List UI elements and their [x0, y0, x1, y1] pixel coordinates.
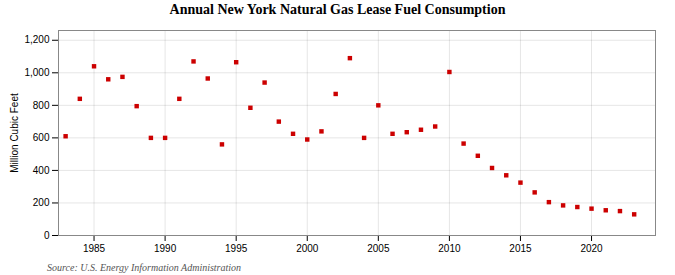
svg-text:2015: 2015 — [509, 243, 532, 254]
svg-text:1,200: 1,200 — [24, 34, 49, 45]
svg-text:2005: 2005 — [367, 243, 390, 254]
svg-text:800: 800 — [33, 100, 50, 111]
svg-text:2000: 2000 — [296, 243, 319, 254]
svg-text:Million Cubic Feet: Million Cubic Feet — [9, 93, 20, 173]
svg-text:600: 600 — [33, 132, 50, 143]
svg-text:1995: 1995 — [225, 243, 248, 254]
svg-text:1,000: 1,000 — [24, 67, 49, 78]
svg-text:400: 400 — [33, 165, 50, 176]
html-text:Source: U.S. Energy Informatio: Source: U.S. Energy Information Administ… — [47, 262, 242, 273]
svg-text:200: 200 — [33, 197, 50, 208]
svg-text:2020: 2020 — [580, 243, 603, 254]
html-text:Annual New York Natural Gas Le: Annual New York Natural Gas Lease Fuel C… — [169, 2, 506, 17]
svg-text:1990: 1990 — [154, 243, 177, 254]
svg-text:2010: 2010 — [438, 243, 461, 254]
svg-text:1985: 1985 — [83, 243, 106, 254]
svg-text:0: 0 — [44, 230, 50, 241]
